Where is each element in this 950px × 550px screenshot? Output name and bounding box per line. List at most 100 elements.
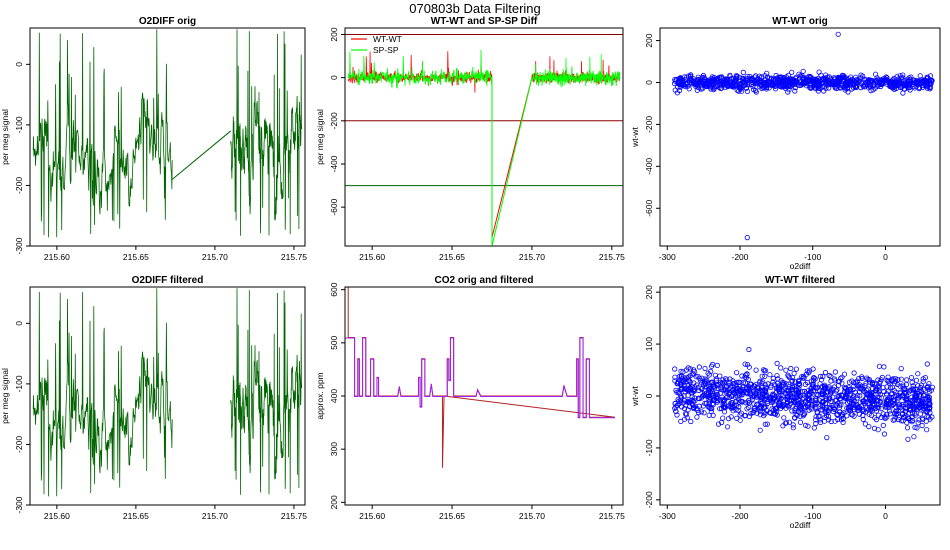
scatter-point <box>737 417 743 423</box>
scatter-point <box>686 378 693 384</box>
scatter-point <box>694 87 700 93</box>
series-drop-SP-SP <box>491 77 533 246</box>
scatter-point <box>763 79 769 86</box>
scatter-point <box>895 83 901 89</box>
scatter-point <box>743 385 750 391</box>
scatter-point <box>708 405 714 412</box>
y-tick-label: 200 <box>329 27 339 41</box>
scatter-point <box>919 398 925 404</box>
scatter-point <box>696 396 703 402</box>
scatter-point <box>868 412 875 418</box>
scatter-point <box>794 79 801 85</box>
x-tick-label: 215.75 <box>599 252 625 262</box>
x-tick-label: 215.65 <box>123 511 149 521</box>
scatter-point <box>898 418 905 424</box>
scatter-point <box>678 404 685 410</box>
scatter-point <box>923 418 929 424</box>
scatter-point <box>812 401 818 407</box>
plot-area <box>345 33 623 246</box>
scatter-point <box>860 408 867 415</box>
scatter-point <box>705 391 711 398</box>
scatter-point <box>772 411 779 417</box>
y-tick-label: 0 <box>644 393 654 398</box>
scatter-point <box>757 77 763 83</box>
scatter-point <box>916 404 923 410</box>
scatter-point <box>740 69 746 76</box>
scatter-point <box>880 422 886 428</box>
scatter-point <box>898 365 904 372</box>
scatter-point <box>820 373 826 380</box>
scatter-point <box>714 362 720 368</box>
scatter-point <box>799 406 805 412</box>
scatter-point <box>757 406 763 412</box>
scatter-point <box>735 88 742 94</box>
x-tick-label: 215.70 <box>519 252 545 262</box>
scatter-point <box>767 409 773 416</box>
scatter-point <box>753 367 759 373</box>
scatter-point <box>909 379 915 386</box>
scatter-point <box>752 81 758 87</box>
scatter-point <box>688 398 694 404</box>
scatter-point <box>744 88 751 95</box>
scatter-point <box>777 388 783 395</box>
scatter-point <box>870 379 876 386</box>
scatter-point <box>800 68 806 74</box>
scatter-point <box>924 406 930 412</box>
scatter-point <box>842 87 848 93</box>
scatter-point <box>827 395 833 401</box>
scatter-point <box>726 382 732 388</box>
scatter-point <box>683 84 689 90</box>
scatter-point <box>903 397 909 403</box>
x-tick-label: -300 <box>659 511 676 521</box>
scatter-point <box>702 376 708 382</box>
scatter-point <box>711 383 717 389</box>
scatter-point <box>763 84 770 91</box>
x-tick-label: 215.75 <box>281 511 307 521</box>
scatter-point <box>881 364 887 370</box>
scatter-point <box>747 73 753 80</box>
scatter-point <box>774 372 780 379</box>
scatter-point <box>908 374 915 381</box>
scatter-point <box>826 78 832 84</box>
scatter-point <box>851 401 857 407</box>
scatter-point <box>827 405 834 411</box>
scatter-point <box>878 395 885 401</box>
series-o2diff <box>32 288 303 497</box>
chart-title: WT-WT and SP-SP Diff <box>431 16 538 27</box>
scatter-point <box>773 398 780 404</box>
y-tick-label: -300 <box>14 237 24 254</box>
scatter-point <box>676 373 683 380</box>
scatter-point <box>896 401 903 407</box>
scatter-point <box>896 402 902 408</box>
scatter-point <box>875 412 882 418</box>
scatter-point <box>713 394 719 401</box>
scatter-point <box>701 410 707 416</box>
plot-frame <box>29 286 306 506</box>
scatter-point <box>785 372 791 378</box>
scatter-point <box>924 384 930 390</box>
scatter-point <box>877 399 883 405</box>
y-axis-label: per meg signal <box>315 109 325 165</box>
scatter-point <box>726 403 732 409</box>
y-tick-label: 600 <box>329 282 339 296</box>
scatter-point <box>733 369 740 376</box>
scatter-point <box>895 416 902 423</box>
scatter-point <box>908 387 914 393</box>
scatter-point <box>896 414 902 420</box>
scatter-point <box>787 401 793 407</box>
chart-panel-4: CO2 orig and filtered 215.60 215.65 215.70 2… <box>315 275 625 521</box>
scatter-point <box>803 394 809 400</box>
scatter-point <box>731 380 738 387</box>
scatter-point <box>824 434 830 441</box>
scatter-point <box>712 384 718 390</box>
scatter-point <box>674 412 680 418</box>
scatter-point <box>744 390 750 396</box>
scatter-point <box>916 78 922 84</box>
scatter-point <box>709 380 716 386</box>
scatter-point <box>891 75 897 82</box>
scatter-point <box>911 77 917 83</box>
scatter-point <box>812 384 818 390</box>
scatter-point <box>770 375 776 381</box>
scatter-point <box>724 388 730 395</box>
x-tick-label: 215.65 <box>439 511 465 521</box>
